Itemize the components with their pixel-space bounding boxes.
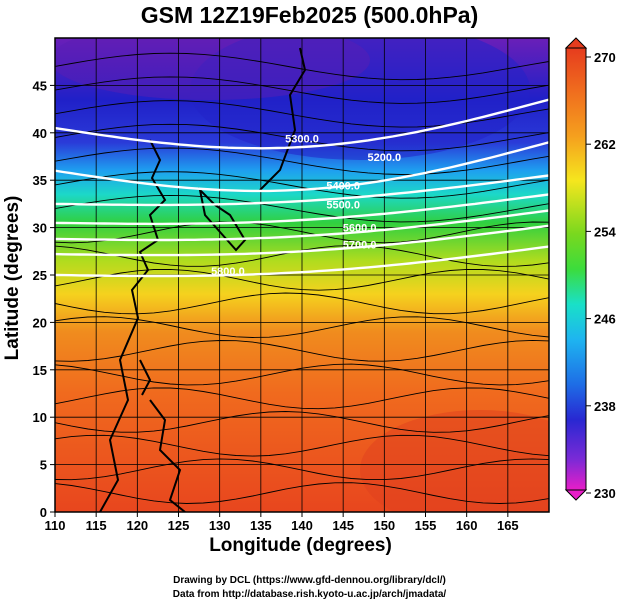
contour-label: 5200.0 xyxy=(368,152,402,164)
contour-label: 5600.0 xyxy=(343,222,377,234)
contour-line xyxy=(55,193,549,226)
colorbar-top-arrow xyxy=(564,37,588,49)
credit-drawing: Drawing by DCL (https://www.gfd-dennou.o… xyxy=(173,575,446,586)
x-tick-label: 150 xyxy=(373,518,395,533)
streamline xyxy=(55,171,549,199)
colorbar-bottom-arrow xyxy=(564,489,588,501)
colorbar-tick-label: 246 xyxy=(594,312,616,327)
x-tick-label: 140 xyxy=(291,518,313,533)
contour-line xyxy=(55,174,549,207)
colorbar: 230 238 246 254 262 270 xyxy=(564,37,616,501)
height-contours: 5200.0 5300.0 5400.0 5500.0 5600.0 5700.0 5800… xyxy=(55,98,549,278)
x-axis-label: Longitude (degrees) xyxy=(209,535,392,556)
x-tick-label: 125 xyxy=(168,518,190,533)
contour-label: 5500.0 xyxy=(326,200,360,212)
x-tick-label: 115 xyxy=(86,518,107,533)
credit-data: Data from http://database.rish.kyoto-u.a… xyxy=(172,589,447,600)
streamline xyxy=(55,268,549,291)
colorbar-tick-label: 262 xyxy=(594,137,616,152)
streamline xyxy=(55,194,549,223)
streamline xyxy=(55,52,549,81)
streamline xyxy=(55,458,549,481)
contour-line xyxy=(55,224,549,257)
contour-line xyxy=(55,98,549,150)
streamline xyxy=(55,387,549,410)
y-tick-label: 30 xyxy=(33,221,47,236)
x-tick-label: 155 xyxy=(415,518,437,533)
contour-line xyxy=(55,245,549,278)
y-tick-label: 25 xyxy=(33,268,47,283)
streamline xyxy=(55,76,549,104)
contour-label: 5400.0 xyxy=(326,181,360,193)
y-tick-label: 45 xyxy=(33,78,47,93)
y-tick-label: 40 xyxy=(33,126,47,141)
streamline xyxy=(55,363,549,386)
x-tick-label: 160 xyxy=(456,518,478,533)
contour-line xyxy=(55,141,549,193)
streamline xyxy=(55,123,549,152)
y-axis-ticks: 0 5 10 15 20 25 30 35 40 45 xyxy=(33,78,55,520)
contour-label: 5700.0 xyxy=(343,239,377,251)
streamline xyxy=(55,434,549,457)
streamline xyxy=(55,339,549,362)
contour-label: 5300.0 xyxy=(285,133,319,145)
y-tick-label: 5 xyxy=(40,458,47,473)
x-tick-label: 145 xyxy=(332,518,354,533)
colorbar-tick-label: 238 xyxy=(594,399,616,414)
x-tick-label: 130 xyxy=(209,518,231,533)
map-title: GSM 12Z19Feb2025 (500.0hPa) xyxy=(140,2,479,28)
y-tick-label: 15 xyxy=(33,363,47,378)
y-tick-label: 0 xyxy=(40,505,47,520)
y-tick-label: 35 xyxy=(33,173,47,188)
streamline xyxy=(55,147,549,175)
colorbar-tick-label: 254 xyxy=(594,224,616,239)
x-tick-label: 165 xyxy=(497,518,519,533)
x-tick-label: 110 xyxy=(45,518,66,533)
streamline xyxy=(55,482,549,504)
colorbar-ticks: 230 238 246 254 262 270 xyxy=(586,50,616,501)
y-axis-label: Latitude (degrees) xyxy=(2,195,23,361)
streamline xyxy=(55,100,549,128)
streamline xyxy=(55,221,549,244)
x-tick-label: 120 xyxy=(126,518,148,533)
contour-label: 5800.0 xyxy=(211,266,245,278)
x-tick-label: 135 xyxy=(250,518,272,533)
y-tick-label: 10 xyxy=(33,410,47,425)
colorbar-scale xyxy=(565,47,587,491)
streamline xyxy=(55,411,549,433)
y-tick-label: 20 xyxy=(33,315,47,330)
colorbar-tick-label: 270 xyxy=(594,50,616,65)
colorbar-tick-label: 230 xyxy=(594,486,616,501)
x-axis-ticks: 110 115 120 125 130 135 140 145 150 155 160 165 xyxy=(45,512,519,533)
contour-line xyxy=(55,209,549,242)
